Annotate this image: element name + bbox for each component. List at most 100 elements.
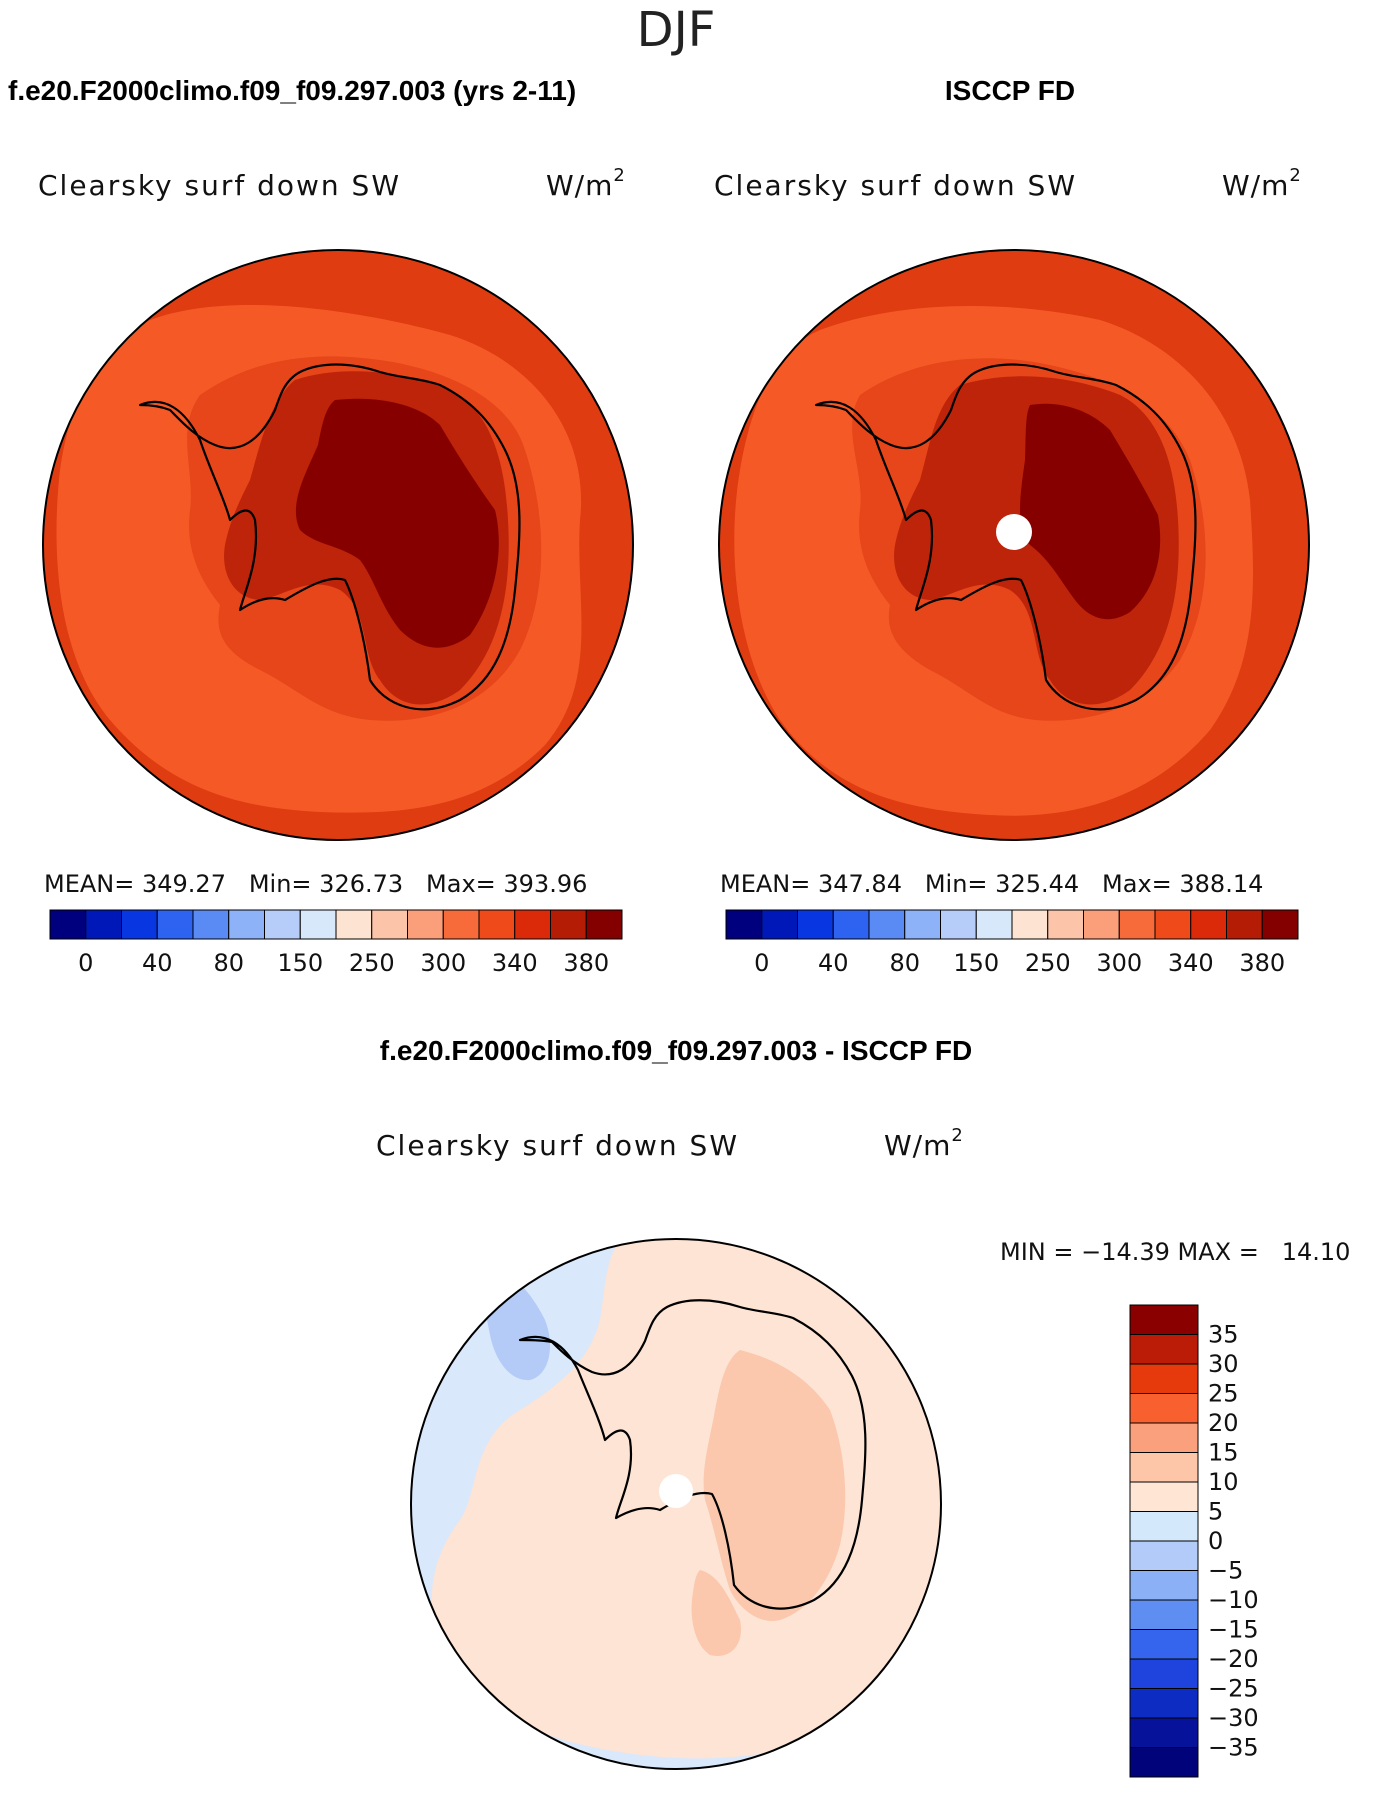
panel2-units: W/m2 <box>1222 165 1302 202</box>
panel2-coastline <box>814 363 1197 711</box>
panel2-colorbar-swatch <box>904 909 941 940</box>
panel1-colorbar-swatch <box>407 909 444 940</box>
panel3-stats: MIN = −14.39 MAX = 14.10 <box>1000 1238 1350 1266</box>
panel3-variable: Clearsky surf down SW <box>376 1129 739 1162</box>
panel1-colorbar-tick-label: 250 <box>349 949 395 977</box>
panel2-colorbar-tick-label: 340 <box>1168 949 1214 977</box>
panel2-colorbar-swatch <box>975 909 1013 940</box>
panel3-colorbar-tick-label: 5 <box>1208 1498 1223 1526</box>
panel3-colorbar-swatch <box>1129 1304 1199 1335</box>
panel2-pole-hole <box>996 514 1032 550</box>
panel2-colorbar-swatch <box>797 909 834 940</box>
panel1-colorbar-swatch <box>299 909 337 940</box>
panel2-colorbar-swatch <box>1047 909 1084 940</box>
panel1-colorbar-swatch <box>49 909 87 940</box>
panel2-polar-map <box>719 250 1309 840</box>
panel1-polar-map <box>43 250 633 840</box>
panel2-colorbar-swatch <box>1011 909 1049 940</box>
panel1-colorbar-swatch <box>156 909 194 940</box>
panel2-colorbar-swatch <box>761 909 798 940</box>
panel1-units: W/m2 <box>546 165 626 202</box>
panel1-colorbar-swatch <box>371 909 408 940</box>
panel3-colorbar-swatch <box>1129 1658 1199 1689</box>
panel2-plateau <box>1020 403 1161 620</box>
panel3-colorbar-tick-label: 35 <box>1208 1321 1239 1349</box>
panel2-colorbar-swatch <box>1226 909 1263 940</box>
panel3-colorbar-tick-label: −20 <box>1208 1645 1259 1673</box>
panel2-colorbar-swatch <box>1190 909 1227 940</box>
panel3-units: W/m2 <box>884 1125 964 1162</box>
panel1-colorbar-swatch <box>585 909 623 940</box>
panel2-colorbar-tick-label: 250 <box>1025 949 1071 977</box>
panel2-colorbar-tick-label: 380 <box>1239 949 1285 977</box>
panel3-colorbar-swatch <box>1129 1717 1199 1748</box>
panel3-colorbar-tick-label: −5 <box>1208 1557 1243 1585</box>
panel3-colorbar-tick-label: 25 <box>1208 1380 1239 1408</box>
panel1-colorbar-tick-label: 340 <box>492 949 538 977</box>
panel1-colorbar-swatch <box>442 909 480 940</box>
panel2-colorbar-tick-label: 0 <box>754 949 769 977</box>
panel1-colorbar-tick-label: 0 <box>78 949 93 977</box>
panel1-colorbar: 0 40 80 150 250 300 340 380 <box>49 909 623 977</box>
panel2-colorbar-swatch <box>940 909 977 940</box>
panel1-colorbar-swatch <box>335 909 373 940</box>
panel2-stats: MEAN= 347.84 Min= 325.44 Max= 388.14 <box>720 870 1263 898</box>
panel3-colorbar-tick-label: −10 <box>1208 1586 1259 1614</box>
panel1-colorbar-swatch <box>85 909 122 940</box>
panel3-colorbar-tick-label: −15 <box>1208 1616 1259 1644</box>
panel3-colorbar-swatch <box>1129 1629 1199 1660</box>
panel1-variable: Clearsky surf down SW <box>38 169 401 202</box>
panel3-header: f.e20.F2000climo.f09_f09.297.003 - ISCCP… <box>380 1035 972 1066</box>
panel3-map-border <box>410 1238 942 1770</box>
panel1-colorbar-swatch <box>228 909 265 940</box>
panel3-colorbar-tick-label: −25 <box>1208 1675 1259 1703</box>
panel1-colorbar-swatch <box>121 909 158 940</box>
panel3-colorbar-swatch <box>1129 1540 1199 1571</box>
panel2-variable: Clearsky surf down SW <box>714 169 1077 202</box>
panel3-colorbar-tick-label: 0 <box>1208 1527 1223 1555</box>
panel1-colorbar-tick-label: 300 <box>420 949 466 977</box>
panel3-colorbar-swatch <box>1129 1452 1199 1483</box>
panel3-pole-hole <box>659 1474 693 1508</box>
panel2-colorbar-tick-label: 300 <box>1096 949 1142 977</box>
panel1-colorbar-tick-label: 40 <box>142 949 173 977</box>
panel3-polar-map <box>411 1239 941 1769</box>
panel1-colorbar-tick-label: 80 <box>213 949 244 977</box>
panel3-colorbar-tick-label: 15 <box>1208 1439 1239 1467</box>
panel3-colorbar-swatch <box>1129 1747 1199 1778</box>
panel1-colorbar-swatch <box>550 909 587 940</box>
panel3-colorbar-swatch <box>1129 1363 1199 1394</box>
panel2-colorbar-tick-label: 80 <box>889 949 920 977</box>
panel3-colorbar-tick-label: −30 <box>1208 1704 1259 1732</box>
panel1-colorbar-swatch <box>264 909 301 940</box>
panel3-colorbar-swatch <box>1129 1334 1199 1365</box>
panel3-colorbar-swatch <box>1129 1570 1199 1601</box>
panel1-coastline <box>138 363 521 711</box>
panel2-colorbar-swatch <box>1261 909 1299 940</box>
panel2-header: ISCCP FD <box>945 75 1075 106</box>
panel2-colorbar-swatch <box>868 909 906 940</box>
panel3-positive-patch-2 <box>691 1570 741 1656</box>
panel2-colorbar-swatch <box>1154 909 1192 940</box>
panel3-colorbar-swatch <box>1129 1422 1199 1453</box>
panel1-colorbar-swatch <box>192 909 230 940</box>
panel1-plateau <box>295 398 499 648</box>
panel2-colorbar-swatch <box>1118 909 1156 940</box>
panel1-map-border <box>42 249 634 841</box>
panel3-colorbar-swatch <box>1129 1688 1199 1719</box>
panel3-colorbar-swatch <box>1129 1511 1199 1542</box>
panel2-map-border <box>718 249 1310 841</box>
panel3-colorbar-swatch <box>1129 1599 1199 1630</box>
panel2-colorbar-tick-label: 150 <box>953 949 999 977</box>
panel2-colorbar-tick-label: 40 <box>818 949 849 977</box>
figure-title: DJF <box>637 2 716 58</box>
panel3-colorbar-swatch <box>1129 1481 1199 1512</box>
panel3-positive-patch <box>703 1350 846 1621</box>
panel3-colorbar-tick-label: 30 <box>1208 1350 1239 1378</box>
panel3-colorbar-tick-label: 20 <box>1208 1409 1239 1437</box>
panel1-colorbar-tick-label: 380 <box>563 949 609 977</box>
panel1-colorbar-swatch <box>514 909 551 940</box>
panel1-stats: MEAN= 349.27 Min= 326.73 Max= 393.96 <box>44 870 587 898</box>
